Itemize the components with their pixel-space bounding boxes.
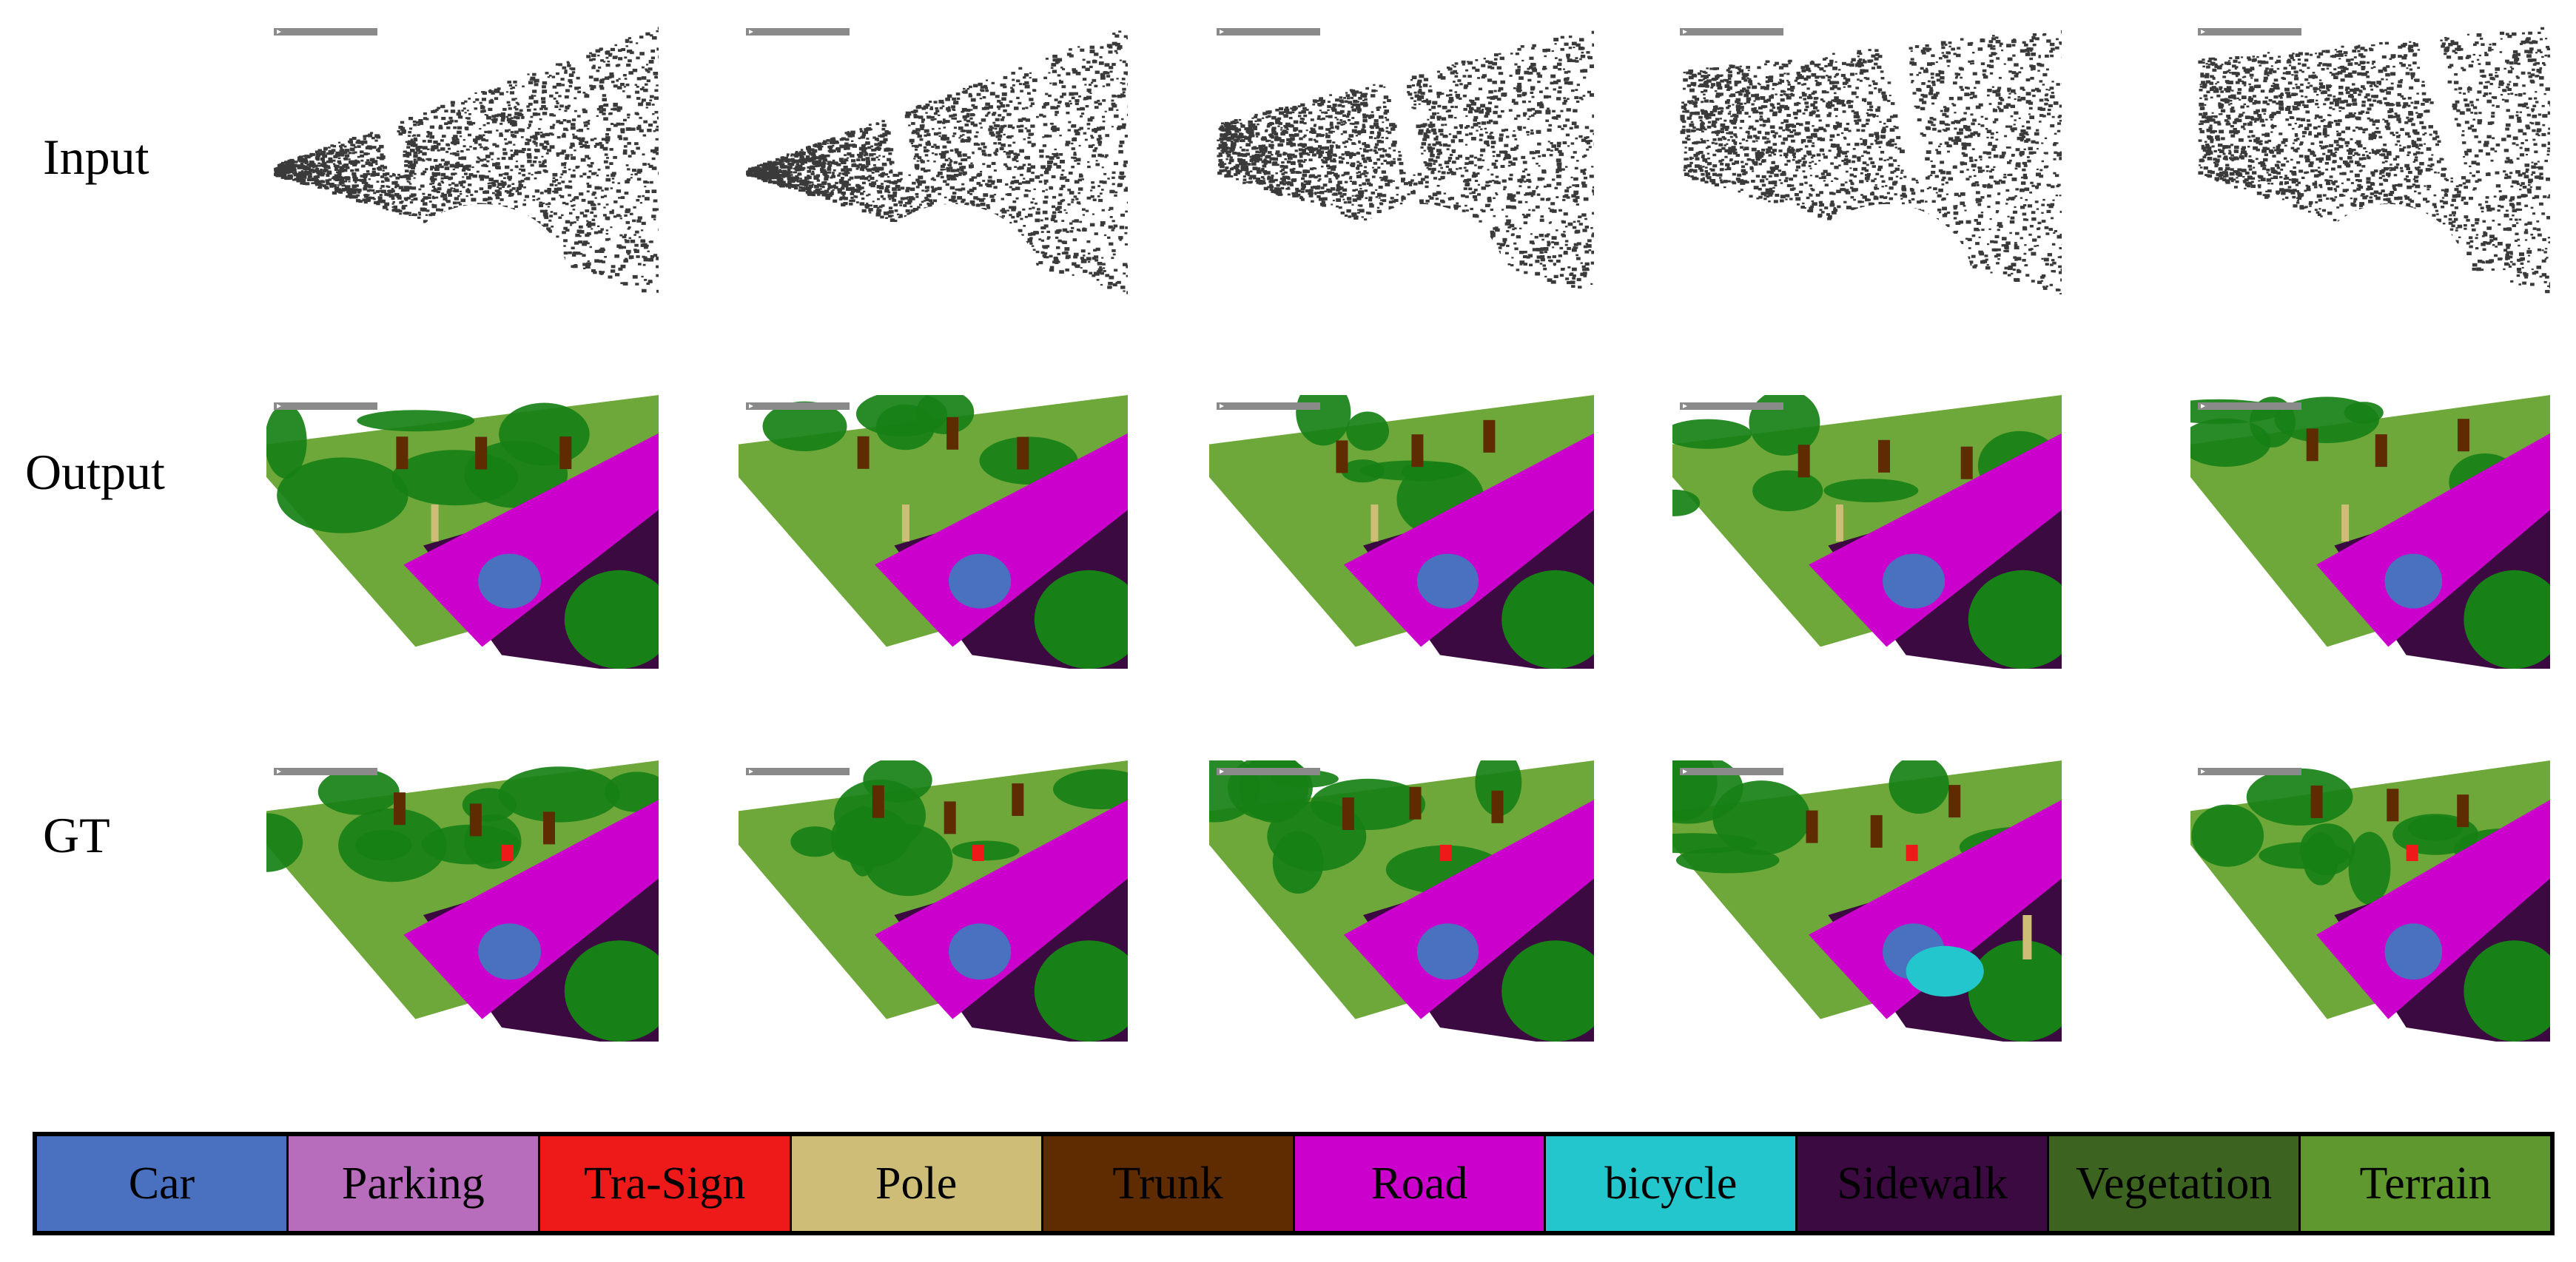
legend-label: Trunk	[1112, 1158, 1223, 1209]
legend-label: Road	[1371, 1158, 1468, 1209]
panel-gt-1	[266, 760, 659, 1042]
panel-output-1	[266, 395, 659, 669]
legend-label: Parking	[341, 1158, 485, 1209]
row-label-input: Input	[43, 129, 149, 185]
semantic-voxel-render	[1672, 395, 2062, 669]
row-label-output: Output	[25, 444, 165, 500]
class-legend: Car Parking Tra-Sign Pole Trunk Road bic…	[33, 1132, 2555, 1235]
legend-label: Tra-Sign	[584, 1158, 746, 1209]
legend-label: Sidewalk	[1837, 1158, 2008, 1209]
panel-gt-5	[2190, 760, 2550, 1042]
semantic-voxel-render	[1209, 395, 1594, 669]
legend-item-sidewalk: Sidewalk	[1798, 1136, 2050, 1231]
legend-item-parking: Parking	[288, 1136, 540, 1231]
row-label-gt: GT	[43, 807, 110, 863]
legend-label: Vegetation	[2076, 1158, 2273, 1209]
panel-input-2	[739, 21, 1128, 294]
legend-item-pole: Pole	[791, 1136, 1043, 1231]
legend-label: bicycle	[1604, 1158, 1738, 1209]
panel-output-4	[1672, 395, 2062, 669]
panel-gt-2	[739, 760, 1128, 1042]
legend-item-bicycle: bicycle	[1546, 1136, 1798, 1231]
semantic-voxel-render	[266, 760, 659, 1042]
legend-label: Pole	[875, 1158, 958, 1209]
point-cloud-render	[274, 27, 659, 294]
legend-item-road: Road	[1294, 1136, 1547, 1231]
panel-input-1	[266, 21, 659, 294]
panel-input-5	[2190, 21, 2550, 294]
panel-output-5	[2190, 395, 2550, 669]
semantic-voxel-render	[739, 395, 1128, 669]
point-cloud-render	[1680, 28, 2062, 294]
legend-item-trunk: Trunk	[1043, 1136, 1295, 1231]
panel-output-3	[1209, 395, 1594, 669]
panel-gt-4	[1672, 760, 2062, 1042]
semantic-voxel-render	[2190, 395, 2550, 669]
legend-item-vegetation: Vegetation	[2049, 1136, 2301, 1231]
legend-label: Terrain	[2359, 1158, 2492, 1209]
panel-gt-3	[1209, 760, 1594, 1042]
semantic-voxel-render	[266, 395, 659, 669]
point-cloud-render	[746, 28, 1128, 294]
semantic-voxel-render	[1209, 760, 1594, 1042]
panel-input-4	[1672, 21, 2062, 294]
legend-item-terrain: Terrain	[2301, 1136, 2551, 1231]
point-cloud-render	[2198, 27, 2550, 294]
point-cloud-render	[1217, 28, 1594, 294]
legend-item-traffic-sign: Tra-Sign	[539, 1136, 792, 1231]
legend-item-car: Car	[37, 1136, 289, 1231]
semantic-voxel-render	[1672, 760, 2062, 1042]
semantic-voxel-render	[2190, 760, 2550, 1042]
legend-label: Car	[128, 1158, 195, 1209]
panel-output-2	[739, 395, 1128, 669]
panel-input-3	[1209, 21, 1594, 294]
semantic-voxel-render	[739, 760, 1128, 1042]
